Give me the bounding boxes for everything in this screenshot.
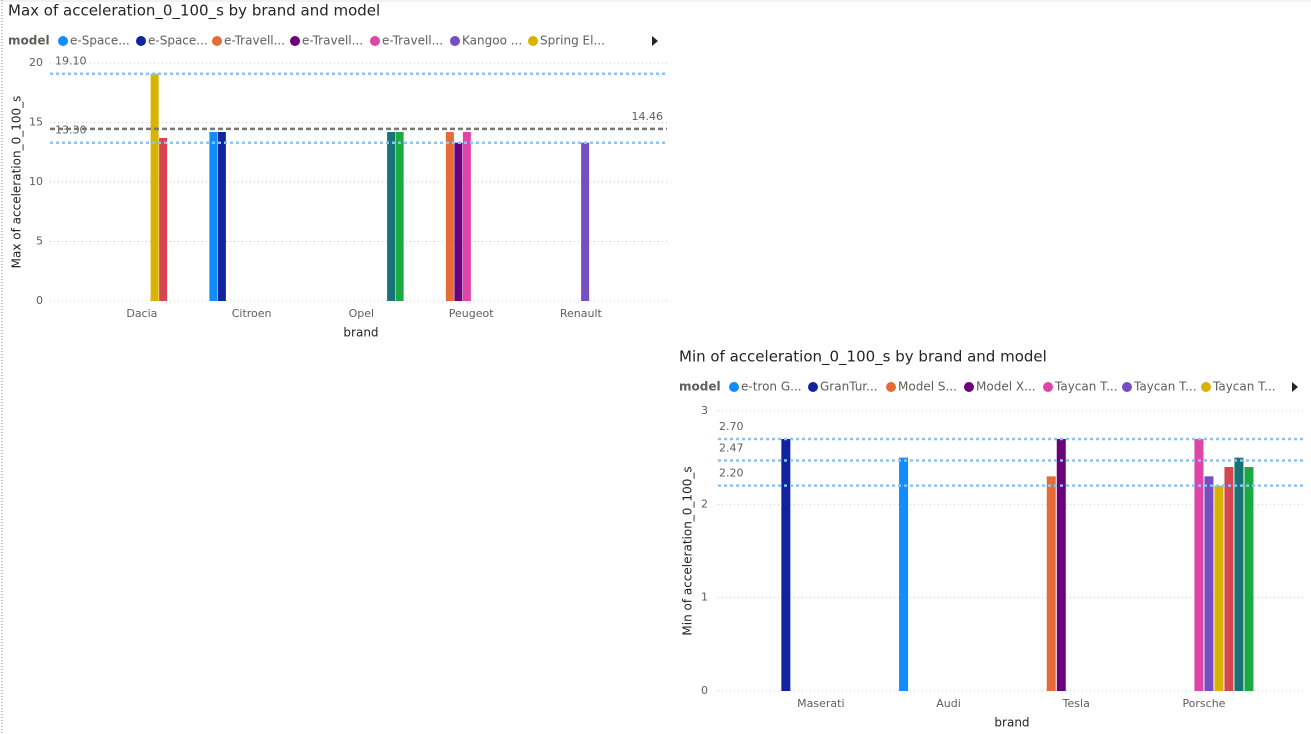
reference-label: 2.70 [719, 420, 744, 433]
legend-item[interactable]: GranTur... [808, 380, 878, 394]
legend-label: e-Travell... [382, 34, 443, 48]
legend-swatch [964, 382, 974, 392]
legend-item[interactable]: Model S... [886, 380, 957, 394]
y-tick-label: 5 [36, 235, 43, 248]
bar [462, 132, 471, 301]
bar [1204, 476, 1214, 691]
legend-swatch [886, 382, 896, 392]
reference-label: 13.30 [55, 124, 87, 137]
legend-item[interactable]: e-Travell... [290, 34, 363, 48]
legend-label: e-Space... [148, 34, 208, 48]
legend-label: e-Travell... [302, 34, 363, 48]
legend-item[interactable]: Taycan T... [1122, 380, 1197, 394]
bar [159, 137, 168, 301]
x-tick-label: Dacia [126, 307, 157, 320]
y-tick-label: 2 [701, 497, 708, 510]
bar [1056, 439, 1066, 691]
legend-item[interactable]: Model X... [964, 380, 1036, 394]
legend-swatch [528, 36, 538, 46]
chart: Max of acceleration_0_100_s by brand and… [8, 2, 667, 340]
legend-title: model [8, 34, 50, 48]
y-tick-label: 1 [701, 591, 708, 604]
legend-label: Model X... [976, 380, 1036, 394]
x-tick-label: Renault [560, 307, 603, 320]
reference-label: 2.20 [719, 467, 744, 480]
y-axis-title: Min of acceleration_0_100_s [681, 466, 695, 635]
bar [395, 132, 404, 301]
x-axis-title: brand [343, 326, 378, 340]
legend-swatch [1122, 382, 1132, 392]
legend-item[interactable]: e-Travell... [370, 34, 443, 48]
legend-label: e-Space... [70, 34, 130, 48]
legend-label: Taycan T... [1212, 380, 1276, 394]
bar [1194, 439, 1204, 691]
legend-swatch [729, 382, 739, 392]
y-tick-label: 15 [29, 116, 43, 129]
bar [217, 132, 226, 301]
legend-label: Kangoo ... [462, 34, 522, 48]
legend-item[interactable]: e-Travell... [212, 34, 285, 48]
y-tick-label: 0 [701, 684, 708, 697]
legend-next-arrow[interactable] [1292, 382, 1298, 392]
legend-label: e-Travell... [224, 34, 285, 48]
legend-title: model [679, 380, 721, 394]
bar [150, 73, 159, 302]
bar [1234, 457, 1244, 691]
x-tick-label: Peugeot [449, 307, 494, 320]
x-tick-label: Citroen [232, 307, 272, 320]
bar [1046, 476, 1056, 691]
legend-label: GranTur... [820, 380, 878, 394]
x-tick-label: Opel [349, 307, 374, 320]
bar [445, 132, 454, 301]
legend-swatch [290, 36, 300, 46]
bar [781, 439, 791, 691]
chart-title: Min of acceleration_0_100_s by brand and… [679, 348, 1047, 367]
x-tick-label: Tesla [1062, 697, 1090, 710]
bar [1224, 467, 1234, 691]
x-tick-label: Porsche [1182, 697, 1225, 710]
legend-swatch [450, 36, 460, 46]
legend-label: Taycan T... [1054, 380, 1118, 394]
x-tick-label: Audi [936, 697, 961, 710]
legend-label: Model S... [898, 380, 957, 394]
legend-next-arrow[interactable] [652, 36, 658, 46]
bar [209, 132, 218, 301]
y-tick-label: 10 [29, 175, 43, 188]
bar [1214, 485, 1224, 691]
legend-item[interactable]: e-tron G... [729, 380, 802, 394]
reference-label: 2.47 [719, 441, 744, 454]
x-tick-label: Maserati [797, 697, 844, 710]
y-tick-label: 0 [36, 294, 43, 307]
bar [899, 457, 909, 691]
legend-label: e-tron G... [741, 380, 802, 394]
legend-swatch [212, 36, 222, 46]
y-axis-title: Max of acceleration_0_100_s [10, 96, 24, 269]
legend-item[interactable]: Kangoo ... [450, 34, 522, 48]
legend-item[interactable]: e-Space... [58, 34, 130, 48]
legend-item[interactable]: Taycan T... [1043, 380, 1118, 394]
bar [581, 142, 590, 301]
chart-title: Max of acceleration_0_100_s by brand and… [8, 2, 380, 21]
x-axis-title: brand [994, 716, 1029, 730]
legend-swatch [1201, 382, 1211, 392]
legend-swatch [136, 36, 146, 46]
legend-swatch [1043, 382, 1053, 392]
bar [1244, 467, 1254, 691]
bar [454, 142, 463, 301]
legend-swatch [808, 382, 818, 392]
legend-item[interactable]: Spring El... [528, 34, 605, 48]
reference-label: 14.46 [632, 110, 664, 123]
y-tick-label: 3 [701, 404, 708, 417]
legend-swatch [370, 36, 380, 46]
reference-label: 19.10 [55, 55, 87, 68]
legend-item[interactable]: e-Space... [136, 34, 208, 48]
legend-label: Taycan T... [1133, 380, 1197, 394]
legend-swatch [58, 36, 68, 46]
legend-label: Spring El... [540, 34, 605, 48]
legend-item[interactable]: Taycan T... [1201, 380, 1276, 394]
y-tick-label: 20 [29, 56, 43, 69]
chart: Min of acceleration_0_100_s by brand and… [679, 348, 1305, 730]
bar [387, 132, 396, 301]
